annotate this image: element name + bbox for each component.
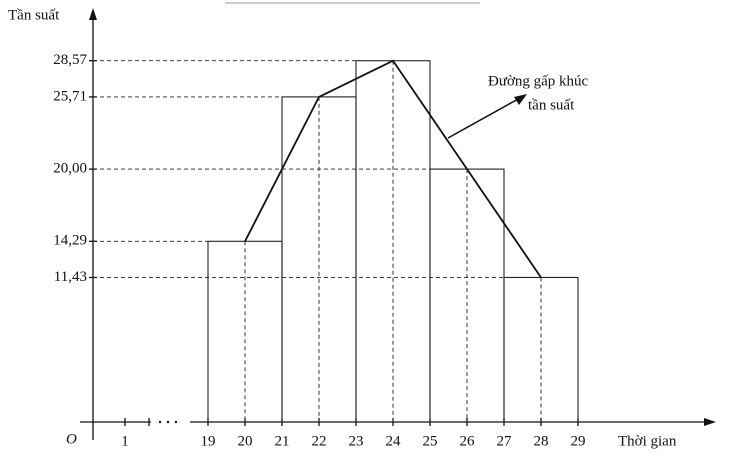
x-tick-label: 27 — [497, 433, 513, 449]
bar — [207, 240, 283, 423]
x-tick-label: 21 — [275, 433, 290, 449]
y-axis-arrow — [89, 8, 97, 20]
annotation: tần suất — [528, 97, 575, 113]
x-tick-label: 23 — [349, 433, 364, 449]
axis-break-dot — [174, 420, 178, 424]
x-tick-label: 26 — [460, 433, 476, 449]
x-tick-label: 25 — [423, 433, 438, 449]
x-axis-arrow — [704, 418, 716, 426]
y-axis-label: Tần suất — [8, 7, 60, 23]
y-tick-label: 20,00 — [53, 161, 87, 177]
y-tick-label: 14,29 — [53, 233, 87, 249]
x-tick-label: 29 — [571, 433, 586, 449]
x-axis-label: Thời gian — [618, 433, 677, 449]
axis-break-dot — [158, 420, 162, 424]
origin-label: O — [66, 431, 77, 447]
x-tick-label: 1 — [121, 433, 129, 449]
x-tick-label: 19 — [201, 433, 216, 449]
annotation-arrow — [447, 97, 521, 139]
bar — [355, 60, 431, 423]
x-tick-label: 20 — [238, 433, 253, 449]
axis-break-dot — [166, 420, 170, 424]
y-tick-label: 11,43 — [54, 269, 87, 285]
x-tick-label: 24 — [386, 433, 402, 449]
frequency-polygon — [244, 59, 542, 278]
x-tick-label: 22 — [312, 433, 327, 449]
y-tick-label: 28,57 — [53, 52, 87, 68]
y-tick-label: 25,71 — [53, 88, 87, 104]
annotation: Đường gấp khúc — [488, 73, 589, 89]
x-tick-label: 28 — [534, 433, 549, 449]
annotation-arrowhead — [514, 94, 527, 105]
